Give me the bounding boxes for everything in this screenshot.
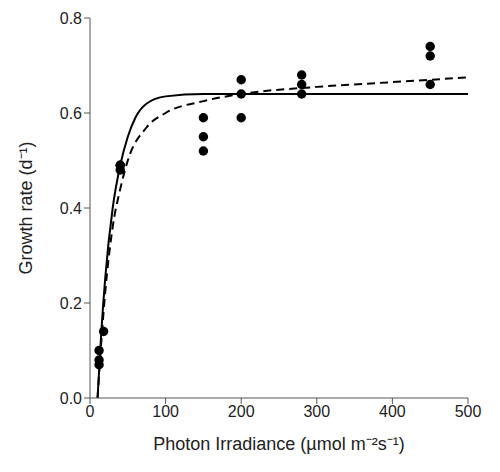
svg-text:0.4: 0.4 bbox=[60, 200, 82, 217]
svg-text:0.0: 0.0 bbox=[60, 390, 82, 407]
svg-text:0.6: 0.6 bbox=[60, 105, 82, 122]
svg-text:300: 300 bbox=[303, 403, 330, 420]
svg-text:0.2: 0.2 bbox=[60, 295, 82, 312]
svg-text:Photon Irradiance (µmol m⁻²s⁻¹: Photon Irradiance (µmol m⁻²s⁻¹) bbox=[153, 434, 404, 454]
svg-text:500: 500 bbox=[455, 403, 482, 420]
svg-text:100: 100 bbox=[152, 403, 179, 420]
svg-text:Growth rate (d⁻¹): Growth rate (d⁻¹) bbox=[16, 141, 36, 274]
svg-text:0.8: 0.8 bbox=[60, 10, 82, 27]
svg-text:0: 0 bbox=[86, 403, 95, 420]
svg-text:200: 200 bbox=[228, 403, 255, 420]
svg-text:400: 400 bbox=[379, 403, 406, 420]
